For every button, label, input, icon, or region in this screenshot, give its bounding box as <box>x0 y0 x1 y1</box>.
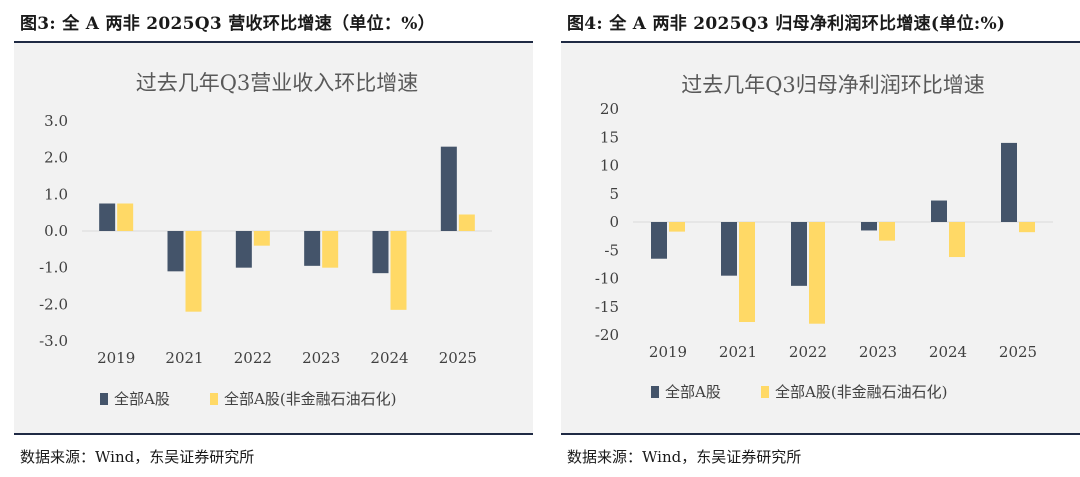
y-tick-label: -3.0 <box>39 332 68 350</box>
source-rule <box>14 433 533 435</box>
title-rule <box>561 41 1080 43</box>
figure-title: 图3: 全 A 两非 2025Q3 营收环比增速（单位：%） <box>20 14 435 34</box>
legend-swatch <box>100 393 108 405</box>
x-tick-label: 2019 <box>97 349 135 367</box>
y-tick-label: 20 <box>600 100 619 118</box>
chart-title: 过去几年Q3营业收入环比增速 <box>136 71 419 95</box>
bar-ex-fin-petro-2025 <box>1019 222 1035 233</box>
bar-all-a-2024 <box>372 231 389 274</box>
y-tick-label: -20 <box>595 326 619 344</box>
figure-title: 图4: 全 A 两非 2025Q3 归母净利润环比增速(单位:%) <box>567 14 1006 34</box>
bar-ex-fin-petro-2025 <box>458 214 475 231</box>
y-tick-label: -15 <box>595 298 619 316</box>
y-tick-label: 2.0 <box>44 149 68 167</box>
y-tick-label: -5 <box>604 241 619 259</box>
x-tick-label: 2025 <box>999 343 1037 361</box>
y-tick-label: -10 <box>595 270 619 288</box>
x-tick-label: 2021 <box>719 343 757 361</box>
x-tick-label: 2021 <box>165 349 203 367</box>
x-tick-label: 2022 <box>234 349 272 367</box>
bar-ex-fin-petro-2021 <box>185 231 202 312</box>
legend-swatch <box>651 386 659 398</box>
source-note: 数据来源：Wind，东吴证券研究所 <box>567 448 802 466</box>
legend-label: 全部A股 <box>114 390 170 408</box>
bar-chart-revenue: 过去几年Q3营业收入环比增速 3.0 2.0 1.0 0.0 -1.0 -2.0 -3.0 20… <box>39 71 492 408</box>
bar-all-a-2021 <box>167 231 184 272</box>
bar-all-a-2024 <box>931 200 947 222</box>
chart-title: 过去几年Q3归母净利润环比增速 <box>681 73 985 97</box>
y-tick-label: 3.0 <box>44 112 68 130</box>
x-tick-label: 2019 <box>649 343 687 361</box>
bar-chart-net-profit: 过去几年Q3归母净利润环比增速 20 15 10 5 0 -5 -10 -15 -20 2019 20… <box>595 73 1053 401</box>
title-rule <box>14 41 533 43</box>
bar-all-a-2025 <box>1001 142 1017 222</box>
x-tick-label: 2024 <box>929 343 967 361</box>
y-tick-label: 15 <box>600 128 619 146</box>
bar-ex-fin-petro-2019 <box>669 222 685 232</box>
x-tick-label: 2025 <box>439 349 477 367</box>
chart-background <box>14 43 533 433</box>
bar-all-a-2025 <box>440 146 457 231</box>
legend-label: 全部A股 <box>665 383 721 401</box>
bar-ex-fin-petro-2022 <box>809 222 825 324</box>
y-tick-label: 0 <box>609 213 619 231</box>
bar-all-a-2019 <box>651 222 667 259</box>
x-tick-label: 2022 <box>789 343 827 361</box>
bar-ex-fin-petro-2019 <box>117 203 134 231</box>
figure-panel-right: 图4: 全 A 两非 2025Q3 归母净利润环比增速(单位:%) 过去几年Q3… <box>547 0 1080 477</box>
bar-all-a-2019 <box>99 203 116 231</box>
bar-all-a-2021 <box>721 222 737 276</box>
y-tick-label: 5 <box>609 185 619 203</box>
bar-all-a-2023 <box>304 231 321 266</box>
bar-ex-fin-petro-2022 <box>253 231 270 246</box>
x-tick-label: 2023 <box>302 349 340 367</box>
bar-all-a-2023 <box>861 222 877 231</box>
source-note: 数据来源：Wind，东吴证券研究所 <box>20 448 255 466</box>
bar-ex-fin-petro-2024 <box>390 231 407 310</box>
legend-swatch <box>761 386 769 398</box>
legend-label: 全部A股(非金融石油石化) <box>775 383 948 401</box>
bar-all-a-2022 <box>791 222 807 286</box>
y-tick-label: -1.0 <box>39 259 68 277</box>
x-tick-label: 2024 <box>370 349 408 367</box>
y-tick-label: -2.0 <box>39 295 68 313</box>
figure-panel-left: 图3: 全 A 两非 2025Q3 营收环比增速（单位：%） 过去几年Q3营业收… <box>0 0 533 477</box>
legend-label: 全部A股(非金融石油石化) <box>224 390 397 408</box>
x-tick-label: 2023 <box>859 343 897 361</box>
y-tick-label: 1.0 <box>44 185 68 203</box>
bar-ex-fin-petro-2023 <box>879 222 895 241</box>
y-tick-label: 10 <box>600 157 619 175</box>
bar-ex-fin-petro-2021 <box>739 222 755 323</box>
bar-ex-fin-petro-2024 <box>949 222 965 258</box>
bar-all-a-2022 <box>235 231 252 268</box>
y-tick-label: 0.0 <box>44 222 68 240</box>
bar-ex-fin-petro-2023 <box>322 231 339 268</box>
source-rule <box>561 433 1080 435</box>
legend-swatch <box>210 393 218 405</box>
